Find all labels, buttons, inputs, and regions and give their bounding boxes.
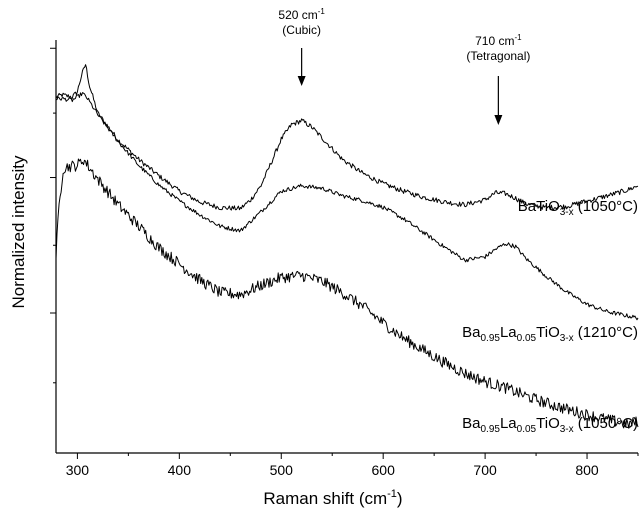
y-axis-label: Normalized intensity: [9, 155, 28, 309]
annotation-arrow-head: [297, 76, 306, 86]
series-label-3: Ba0.95La0.05TiO3-x (1050°C): [462, 415, 638, 435]
series-line-2: [56, 92, 639, 321]
y-axis-ticks: [50, 47, 56, 384]
x-tick-label-800: 800: [575, 462, 599, 478]
annotation-wavenumber: 520 cm-1: [278, 7, 325, 22]
x-tick-label-700: 700: [473, 462, 497, 478]
annotation-1: 520 cm-1(Cubic): [278, 7, 325, 86]
series-label-1: BaTiO3-x (1050°C): [518, 198, 638, 218]
x-tick-label-300: 300: [66, 462, 90, 478]
annotation-phase: (Tetragonal): [466, 49, 530, 63]
x-axis-label: Raman shift (cm-1): [263, 488, 402, 508]
series-line-3: [55, 158, 639, 429]
annotation-wavenumber: 710 cm-1: [475, 33, 522, 48]
series-labels: BaTiO3-x (1050°C) Ba0.95La0.05TiO3-x (121…: [462, 198, 638, 435]
annotation-layer: 520 cm-1(Cubic) 710 cm-1(Tetragonal): [278, 7, 530, 125]
annotation-2: 710 cm-1(Tetragonal): [466, 33, 530, 125]
x-axis-ticks: 300 400 500 600 700 800: [66, 453, 639, 478]
series-layer: [55, 64, 639, 429]
series-line-1: [55, 64, 639, 211]
x-tick-label-400: 400: [168, 462, 192, 478]
annotation-phase: (Cubic): [282, 23, 321, 37]
series-label-2: Ba0.95La0.05TiO3-x (1210°C): [462, 324, 638, 344]
x-tick-label-600: 600: [372, 462, 396, 478]
annotation-arrow-head: [494, 115, 503, 125]
x-tick-label-500: 500: [270, 462, 294, 478]
plot-frame: [55, 40, 638, 454]
